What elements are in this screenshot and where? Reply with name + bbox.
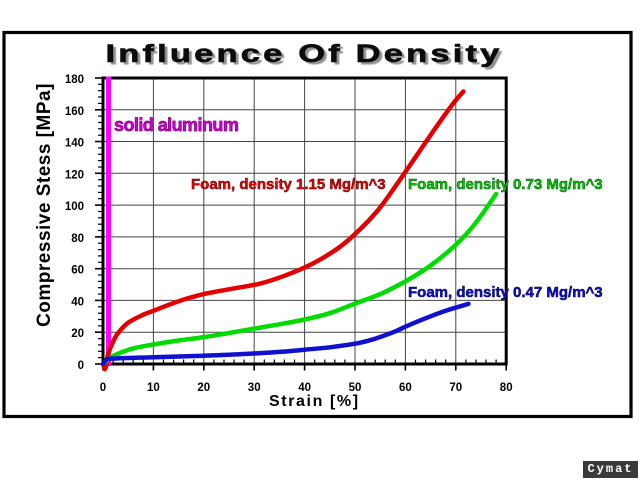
svg-text:80: 80 <box>500 382 513 394</box>
svg-text:160: 160 <box>65 106 84 118</box>
svg-text:0: 0 <box>100 382 106 394</box>
svg-text:20: 20 <box>197 382 210 394</box>
svg-text:40: 40 <box>71 296 84 308</box>
svg-text:60: 60 <box>71 265 84 277</box>
svg-text:140: 140 <box>65 138 84 150</box>
svg-text:120: 120 <box>65 169 84 181</box>
svg-text:180: 180 <box>65 74 84 86</box>
svg-text:0: 0 <box>78 360 84 372</box>
svg-text:70: 70 <box>449 382 462 394</box>
svg-text:30: 30 <box>248 382 261 394</box>
svg-text:10: 10 <box>147 382 160 394</box>
svg-text:50: 50 <box>349 382 362 394</box>
svg-text:100: 100 <box>65 201 84 213</box>
svg-text:80: 80 <box>71 233 84 245</box>
svg-text:40: 40 <box>298 382 311 394</box>
svg-text:20: 20 <box>71 328 84 340</box>
svg-text:60: 60 <box>399 382 412 394</box>
